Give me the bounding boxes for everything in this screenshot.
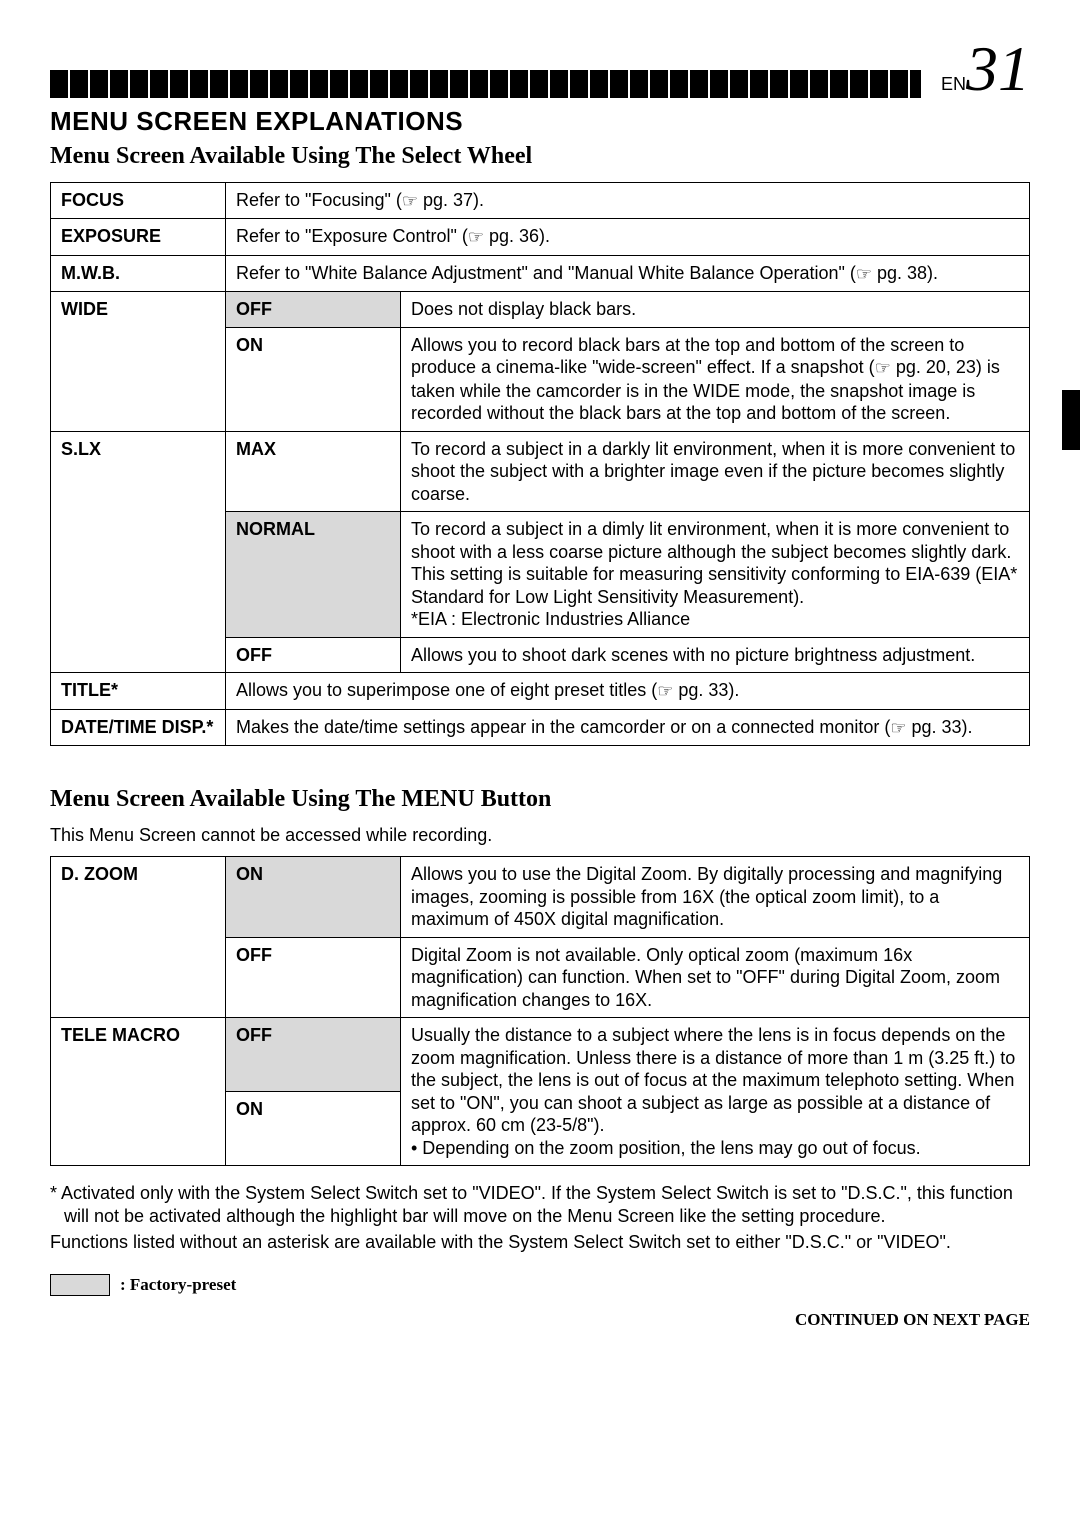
desc-wide-on: Allows you to record black bars at the t… — [401, 327, 1030, 431]
page-number-value: 31 — [966, 40, 1030, 98]
opt-slx-max: MAX — [226, 431, 401, 512]
label-datetime: DATE/TIME DISP.* — [51, 709, 226, 746]
opt-slx-off: OFF — [226, 637, 401, 673]
desc-telemacro: Usually the distance to a subject where … — [401, 1018, 1030, 1166]
legend-text: : Factory-preset — [120, 1275, 236, 1295]
continued-text: CONTINUED ON NEXT PAGE — [50, 1310, 1030, 1330]
header-bar: EN 31 — [50, 40, 1030, 98]
legend-box — [50, 1274, 110, 1296]
section1-heading: Menu Screen Available Using The Select W… — [50, 143, 1030, 170]
desc-focus: Refer to "Focusing" (☞ pg. 37). — [226, 182, 1030, 219]
opt-dzoom-on: ON — [226, 857, 401, 938]
opt-slx-normal: NORMAL — [226, 512, 401, 638]
label-telemacro: TELE MACRO — [51, 1018, 226, 1166]
row-datetime: DATE/TIME DISP.* Makes the date/time set… — [51, 709, 1030, 746]
desc-slx-max: To record a subject in a darkly lit envi… — [401, 431, 1030, 512]
page-number: EN 31 — [941, 40, 1030, 98]
row-slx-max: S.LX MAX To record a subject in a darkly… — [51, 431, 1030, 512]
row-exposure: EXPOSURE Refer to "Exposure Control" (☞ … — [51, 219, 1030, 256]
row-dzoom-on: D. ZOOM ON Allows you to use the Digital… — [51, 857, 1030, 938]
table-menu-button: D. ZOOM ON Allows you to use the Digital… — [50, 856, 1030, 1166]
label-focus: FOCUS — [51, 182, 226, 219]
page-prefix: EN — [941, 74, 966, 95]
hand-icon: ☞ — [657, 680, 673, 703]
hand-icon: ☞ — [890, 717, 906, 740]
label-wide: WIDE — [51, 292, 226, 432]
opt-telemacro-on: ON — [226, 1092, 401, 1166]
hand-icon: ☞ — [468, 226, 484, 249]
desc-slx-normal: To record a subject in a dimly lit envir… — [401, 512, 1030, 638]
row-mwb: M.W.B. Refer to "White Balance Adjustmen… — [51, 255, 1030, 292]
table-select-wheel: FOCUS Refer to "Focusing" (☞ pg. 37). EX… — [50, 182, 1030, 747]
header-stripes — [50, 70, 921, 98]
label-mwb: M.W.B. — [51, 255, 226, 292]
label-dzoom: D. ZOOM — [51, 857, 226, 1018]
desc-slx-off: Allows you to shoot dark scenes with no … — [401, 637, 1030, 673]
desc-wide-off: Does not display black bars. — [401, 292, 1030, 328]
desc-title: Allows you to superimpose one of eight p… — [226, 673, 1030, 710]
desc-dzoom-on: Allows you to use the Digital Zoom. By d… — [401, 857, 1030, 938]
label-slx: S.LX — [51, 431, 226, 673]
legend: : Factory-preset — [50, 1274, 1030, 1296]
opt-dzoom-off: OFF — [226, 937, 401, 1018]
label-exposure: EXPOSURE — [51, 219, 226, 256]
hand-icon: ☞ — [875, 357, 891, 380]
desc-datetime: Makes the date/time settings appear in t… — [226, 709, 1030, 746]
footnote-no-asterisk: Functions listed without an asterisk are… — [50, 1231, 1030, 1254]
hand-icon: ☞ — [856, 263, 872, 286]
row-title: TITLE* Allows you to superimpose one of … — [51, 673, 1030, 710]
opt-wide-on: ON — [226, 327, 401, 431]
label-title: TITLE* — [51, 673, 226, 710]
desc-exposure: Refer to "Exposure Control" (☞ pg. 36). — [226, 219, 1030, 256]
desc-mwb: Refer to "White Balance Adjustment" and … — [226, 255, 1030, 292]
section2-heading: Menu Screen Available Using The MENU But… — [50, 786, 1030, 813]
footnote-asterisk: * Activated only with the System Select … — [50, 1182, 1030, 1229]
side-tab — [1062, 390, 1080, 450]
section2-note: This Menu Screen cannot be accessed whil… — [50, 825, 1030, 846]
row-focus: FOCUS Refer to "Focusing" (☞ pg. 37). — [51, 182, 1030, 219]
hand-icon: ☞ — [402, 190, 418, 213]
footnotes: * Activated only with the System Select … — [50, 1182, 1030, 1254]
row-telemacro-off: TELE MACRO OFF Usually the distance to a… — [51, 1018, 1030, 1092]
row-wide-off: WIDE OFF Does not display black bars. — [51, 292, 1030, 328]
opt-wide-off: OFF — [226, 292, 401, 328]
opt-telemacro-off: OFF — [226, 1018, 401, 1092]
main-heading: MENU SCREEN EXPLANATIONS — [50, 106, 1030, 137]
desc-dzoom-off: Digital Zoom is not available. Only opti… — [401, 937, 1030, 1018]
